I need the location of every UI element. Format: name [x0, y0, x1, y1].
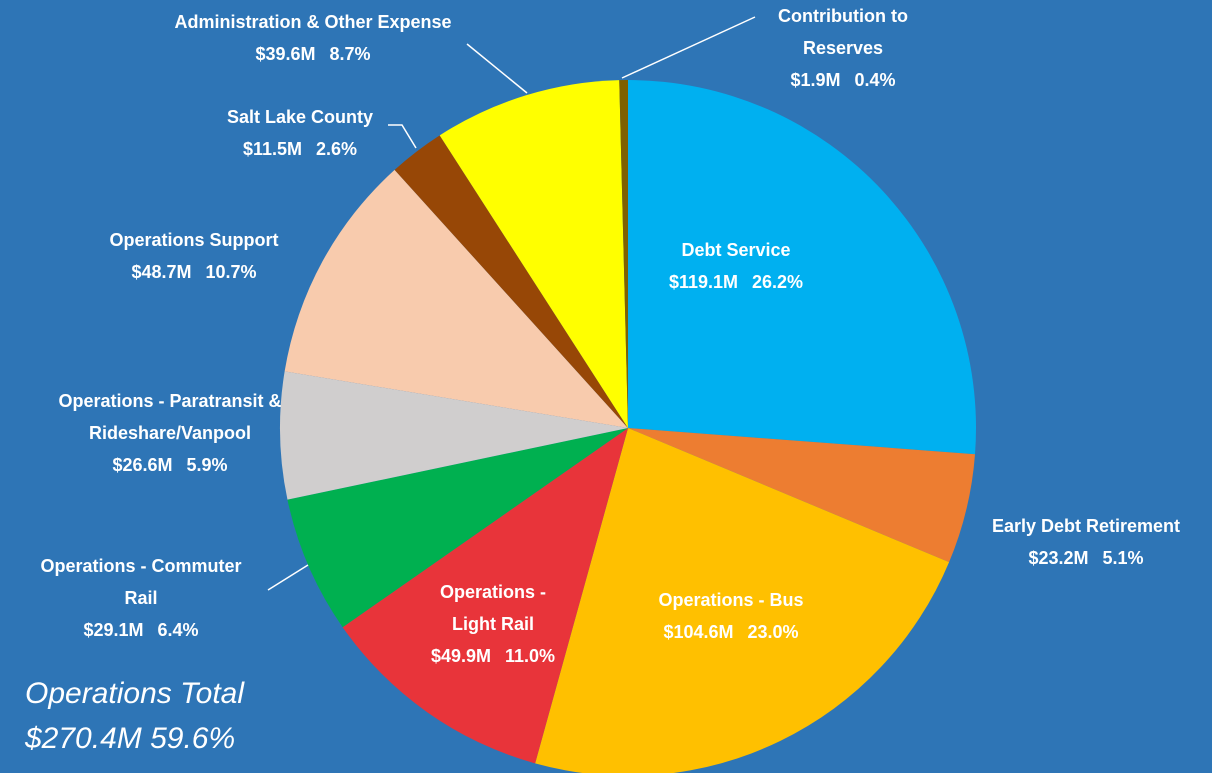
- slice-label: Administration & Other Expense: [174, 12, 451, 32]
- slice-label: Operations - Paratransit &: [58, 391, 281, 411]
- slice-label: Operations Support: [109, 230, 278, 250]
- slice-value-label: $104.6M 23.0%: [663, 622, 798, 642]
- amount-label: $39.6M: [255, 44, 315, 64]
- slice-label: Salt Lake County: [227, 107, 373, 127]
- slice-label: Debt Service: [681, 240, 790, 260]
- percent-label: 26.2%: [752, 272, 803, 292]
- percent-label: 0.4%: [855, 70, 896, 90]
- leader-line: [621, 16, 756, 79]
- amount-label: $11.5M: [243, 139, 302, 159]
- slice-label: Contribution to: [778, 6, 908, 26]
- slice-label: Light Rail: [452, 614, 534, 634]
- pie-slice: [280, 371, 628, 500]
- pie-slice: [287, 428, 628, 628]
- annotation: Operations Total: [25, 677, 245, 710]
- amount-label: $104.6M: [663, 622, 733, 642]
- pie-slice: [342, 428, 628, 764]
- amount-label: $48.7M: [131, 262, 191, 282]
- percent-label: 2.6%: [316, 139, 357, 159]
- percent-label: 10.7%: [206, 262, 257, 282]
- slice-value-label: $119.1M 26.2%: [669, 272, 803, 292]
- pie-slice: [619, 80, 628, 428]
- percent-label: 11.0%: [505, 646, 555, 666]
- percent-label: 23.0%: [748, 622, 799, 642]
- amount-label: $26.6M: [112, 455, 172, 475]
- slice-label: Early Debt Retirement: [992, 516, 1180, 536]
- amount-label: $119.1M: [669, 272, 738, 292]
- slice-value-label: $11.5M 2.6%: [243, 139, 357, 159]
- slice-value-label: $29.1M 6.4%: [83, 620, 198, 640]
- amount-label: $29.1M: [83, 620, 143, 640]
- annotation: $270.4M 59.6%: [24, 722, 235, 755]
- amount-label: $1.9M: [790, 70, 840, 90]
- percent-label: 5.9%: [187, 455, 228, 475]
- leader-line: [388, 124, 417, 149]
- slice-value-label: $48.7M 10.7%: [131, 262, 256, 282]
- slice-label: Operations - Commuter: [40, 556, 241, 576]
- slice-label: Reserves: [803, 38, 883, 58]
- amount-label: $49.9M: [431, 646, 491, 666]
- amount-label: $23.2M: [1028, 548, 1088, 568]
- pie-slice: [628, 428, 976, 563]
- slice-value-label: $1.9M 0.4%: [790, 70, 895, 90]
- slice-value-label: $49.9M 11.0%: [431, 646, 555, 666]
- percent-label: 5.1%: [1103, 548, 1144, 568]
- slice-value-label: $39.6M 8.7%: [255, 44, 370, 64]
- percent-label: 6.4%: [158, 620, 199, 640]
- pie-slice: [394, 135, 628, 428]
- percent-label: 8.7%: [330, 44, 371, 64]
- pie-slice: [628, 80, 976, 455]
- slice-label: Operations -: [440, 582, 546, 602]
- pie-slice: [439, 80, 628, 429]
- labels: Debt Service $119.1M 26.2% Early Debt Retir…: [40, 6, 1180, 666]
- slice-label: Operations - Bus: [658, 590, 803, 610]
- leader-line: [466, 43, 528, 94]
- slice-value-label: $26.6M 5.9%: [112, 455, 227, 475]
- leader-line: [267, 564, 309, 591]
- pie-slice: [535, 428, 950, 773]
- slice-label: Rail: [124, 588, 157, 608]
- pie-slice: [284, 169, 628, 429]
- slice-label: Rideshare/Vanpool: [89, 423, 251, 443]
- slice-value-label: $23.2M 5.1%: [1028, 548, 1143, 568]
- pie: [280, 80, 976, 773]
